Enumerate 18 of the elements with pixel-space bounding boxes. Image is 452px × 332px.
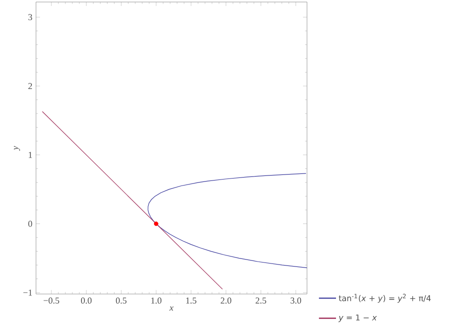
x-axis-title: x: [169, 306, 174, 311]
legend-label: y = 1 − x: [338, 314, 377, 322]
y-tick-label: 1: [28, 152, 32, 158]
y-tick-label: −1: [23, 290, 32, 296]
y-tick-label: 0: [28, 220, 32, 227]
y-axis-title: y: [14, 146, 20, 151]
x-tick-label: 2.5: [256, 298, 266, 304]
x-tick-label: 3.0: [290, 298, 302, 304]
x-tick-label: 0.0: [81, 298, 92, 304]
y-tick-label: 2: [28, 83, 32, 89]
x-tick-label: 1.0: [151, 298, 162, 304]
y-tick-label: 3: [28, 14, 32, 20]
x-tick-label: 1.5: [186, 298, 196, 304]
x-tick-label: 0.5: [116, 298, 126, 304]
text: tan$^{-1}$(x + y) = y$^{2}$ + π/4: [338, 294, 431, 303]
x-tick-label: 2.0: [220, 298, 232, 304]
x-tick-label: −0.5: [44, 298, 60, 304]
line-series: [148, 173, 308, 268]
